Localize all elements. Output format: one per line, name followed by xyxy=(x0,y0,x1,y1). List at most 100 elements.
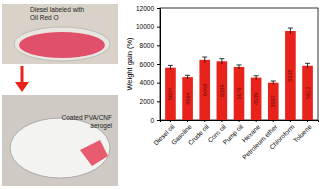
error-bar xyxy=(254,76,259,80)
y-tick-label: 2000 xyxy=(140,98,155,105)
y-tick: 6000 xyxy=(140,61,160,68)
y-tick-label: 10000 xyxy=(136,23,154,30)
error-bar xyxy=(185,75,190,79)
bar xyxy=(234,67,245,120)
error-bar xyxy=(305,63,310,68)
error-cap xyxy=(185,75,190,76)
data-label: 3997 xyxy=(270,95,276,107)
error-cap xyxy=(288,28,293,29)
bars xyxy=(165,28,313,120)
error-bar xyxy=(219,59,224,64)
error-bar xyxy=(271,81,276,84)
data-label: 9535 xyxy=(287,69,293,81)
photo-bottom xyxy=(2,95,118,186)
error-line xyxy=(273,81,274,84)
y-axis-line xyxy=(157,9,161,121)
aerogel xyxy=(80,140,108,166)
x-axis-line xyxy=(161,121,319,123)
y-tick-mark xyxy=(157,8,160,9)
x-tick-mark xyxy=(187,120,188,122)
x-tick-mark xyxy=(290,120,291,122)
y-tick: 12000 xyxy=(136,5,160,12)
error-bar xyxy=(237,65,242,69)
bar xyxy=(302,66,313,120)
photo-top xyxy=(2,4,118,64)
error-line xyxy=(290,28,291,34)
error-line xyxy=(256,76,257,80)
error-line xyxy=(307,63,308,68)
data-labels: 5604 4594 6448 6289 5679 4539 3997 9535 5812 xyxy=(167,69,310,107)
beaker-top xyxy=(14,27,110,61)
y-tick-mark xyxy=(157,101,160,102)
x-axis: Diesel oilGasolineCrude oilCorn oilPump … xyxy=(152,120,318,161)
x-tick-label: Chloroform xyxy=(268,123,296,151)
x-tick: Toluene xyxy=(292,120,313,144)
error-line xyxy=(204,57,205,63)
error-cap xyxy=(237,64,242,65)
error-cap xyxy=(202,57,207,58)
error-bar xyxy=(202,57,207,63)
y-tick-mark xyxy=(157,45,160,46)
y-tick: 0 xyxy=(150,117,160,124)
y-tick: 4000 xyxy=(140,79,160,86)
x-tick: Pump oil xyxy=(221,120,245,147)
y-tick: 10000 xyxy=(136,23,160,30)
x-tick: Chloroform xyxy=(268,120,296,151)
x-tick: Crude oil xyxy=(187,120,211,146)
data-label: 6448 xyxy=(202,84,208,96)
y-axis: 0 2000 4000 6000 8000 10000 12000 xyxy=(136,5,161,124)
bar xyxy=(285,31,296,120)
y-tick: 8000 xyxy=(140,42,160,49)
data-label: 4594 xyxy=(185,92,191,104)
x-tick-mark xyxy=(239,120,240,122)
y-tick-label: 6000 xyxy=(140,61,155,68)
data-label: 6289 xyxy=(219,85,225,97)
error-cap xyxy=(168,65,173,66)
bar xyxy=(217,61,228,120)
data-label: 5812 xyxy=(305,87,311,99)
error-cap xyxy=(305,63,310,64)
photos xyxy=(2,4,118,186)
x-tick-label: Toluene xyxy=(292,123,313,144)
arrow-head xyxy=(15,82,29,92)
y-tick-mark xyxy=(157,64,160,65)
error-cap xyxy=(219,58,224,59)
figure: Diesel labeled withOil Red OCoated PVA/C… xyxy=(0,0,323,189)
y-tick-label: 8000 xyxy=(140,42,155,49)
error-cap xyxy=(254,75,259,76)
y-tick-mark xyxy=(157,83,160,84)
x-tick-mark xyxy=(273,120,274,122)
error-line xyxy=(187,75,188,79)
y-tick-label: 4000 xyxy=(140,79,155,86)
x-tick-label: Pump oil xyxy=(221,123,245,147)
y-axis-title: Weight gain (%) xyxy=(125,37,134,91)
y-tick-mark xyxy=(157,27,160,28)
x-tick-mark xyxy=(204,120,205,122)
x-tick-label: Crude oil xyxy=(187,123,211,147)
error-cap xyxy=(271,81,276,82)
bar xyxy=(199,60,210,120)
data-label: 5604 xyxy=(167,88,173,100)
data-label: 4539 xyxy=(253,93,259,105)
x-tick-mark xyxy=(221,120,222,122)
error-line xyxy=(170,65,171,70)
y-tick-label: 12000 xyxy=(136,5,154,12)
bar xyxy=(268,83,279,120)
error-bar xyxy=(168,65,173,70)
annotation: Diesel labeled withOil Red O xyxy=(30,6,85,21)
x-tick-mark xyxy=(307,120,308,122)
bar xyxy=(251,78,262,120)
error-line xyxy=(221,59,222,64)
plot-frame xyxy=(160,8,318,120)
bar xyxy=(182,77,193,120)
bar xyxy=(165,68,176,120)
y-tick: 2000 xyxy=(140,98,160,105)
x-tick-mark xyxy=(256,120,257,122)
x-tick-mark xyxy=(170,120,171,122)
data-label: 5679 xyxy=(236,87,242,99)
arrow-shaft xyxy=(21,66,24,84)
error-bar xyxy=(288,28,293,34)
red-liquid xyxy=(19,32,105,58)
y-tick-label: 0 xyxy=(150,117,154,124)
y-tick-mark xyxy=(157,120,160,121)
